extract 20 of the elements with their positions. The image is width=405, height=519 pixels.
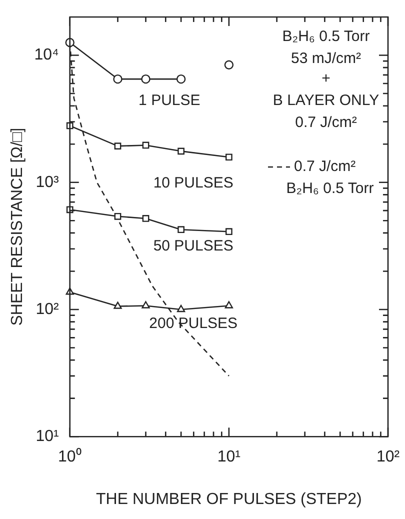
annotation: 53 mJ/cm² bbox=[290, 50, 362, 68]
series-label: 200 PULSES bbox=[149, 314, 238, 332]
annotation: B₂H₆ 0.5 Torr bbox=[286, 180, 374, 198]
series-label: 1 PULSE bbox=[138, 92, 200, 110]
y-tick-label: 10¹ bbox=[36, 428, 59, 446]
y-tick-label: 10² bbox=[36, 300, 60, 318]
x-tick-label: 10² bbox=[376, 448, 400, 466]
series-label: 50 PULSES bbox=[153, 238, 234, 255]
legend-label: 0.7 J/cm² bbox=[294, 158, 356, 176]
x-tick-label: 10¹ bbox=[217, 448, 240, 466]
x-tick-label: 10⁰ bbox=[58, 448, 82, 466]
y-tick-label: 10³ bbox=[36, 174, 60, 191]
annotation: + bbox=[322, 70, 331, 88]
y-tick-label: 10⁴ bbox=[34, 46, 59, 64]
series-label: 10 PULSES bbox=[153, 174, 234, 192]
annotation: 0.7 J/cm² bbox=[295, 114, 357, 132]
y-axis-title: SHEET RESISTANCE [Ω/□] bbox=[9, 128, 26, 326]
x-axis-title: THE NUMBER OF PULSES (STEP2) bbox=[96, 490, 362, 508]
annotation: B LAYER ONLY bbox=[272, 92, 380, 110]
annotation: B₂H₆ 0.5 Torr bbox=[282, 28, 370, 46]
